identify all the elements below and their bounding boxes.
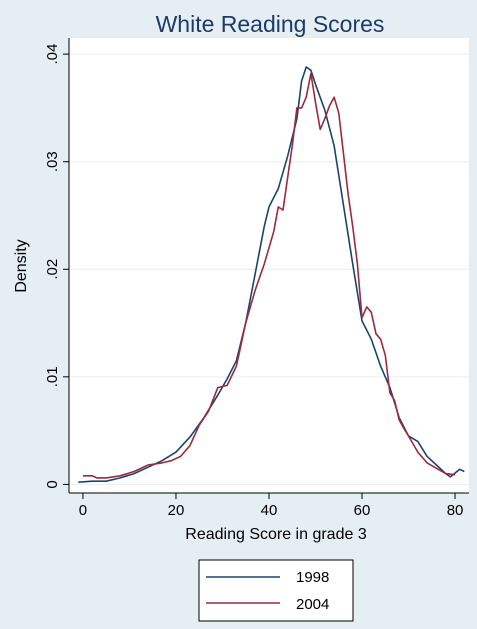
x-tick-label: 0 <box>79 502 87 519</box>
legend: 1998 2004 <box>198 559 354 622</box>
legend-box <box>198 559 354 622</box>
gridlines <box>69 53 469 485</box>
y-axis: 0 .01 .02 .03 .04 <box>44 38 70 493</box>
chart-title: White Reading Scores <box>156 11 385 37</box>
y-tick-label: 0 <box>44 480 61 488</box>
series-line-2004 <box>83 72 456 479</box>
x-axis: 0 20 40 60 80 <box>69 492 469 519</box>
series-line-1998 <box>78 66 465 483</box>
legend-label-1998: 1998 <box>296 569 329 586</box>
y-tick-label: .03 <box>44 151 61 172</box>
plot-region <box>69 38 469 493</box>
x-axis-label: Reading Score in grade 3 <box>185 526 367 543</box>
x-tick-label: 20 <box>168 502 185 519</box>
y-tick-label: .04 <box>44 44 61 65</box>
y-tick-label: .01 <box>44 366 61 387</box>
y-axis-label: Density <box>13 239 30 292</box>
y-tick-label: .02 <box>44 259 61 280</box>
x-tick-label: 40 <box>261 502 278 519</box>
legend-label-2004: 2004 <box>296 596 329 613</box>
x-tick-label: 80 <box>447 502 464 519</box>
series-lines <box>78 66 465 483</box>
x-tick-label: 60 <box>354 502 371 519</box>
